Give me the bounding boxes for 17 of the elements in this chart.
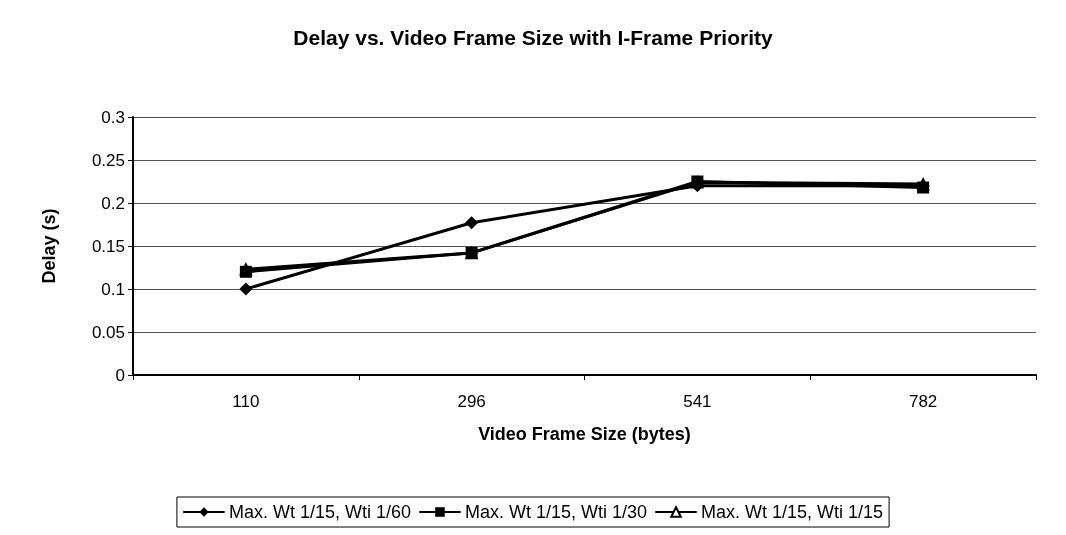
y-tick-label: 0.15 — [91, 236, 125, 256]
chart-title: Delay vs. Video Frame Size with I-Frame Priority — [293, 26, 773, 49]
y-tick-label: 0.2 — [101, 193, 125, 213]
x-tick-label: 296 — [457, 392, 486, 411]
y-tick-label: 0.25 — [91, 150, 125, 170]
y-tick-label: 0.3 — [101, 107, 125, 127]
x-tick-label: 782 — [908, 392, 938, 411]
legend-label: Max. Wt 1/15, Wti 1/30 — [464, 502, 648, 522]
x-axis-title: Video Frame Size (bytes) — [478, 424, 691, 444]
y-tick-label: 0.05 — [91, 322, 125, 342]
legend-label: Max. Wt 1/15, Wti 1/15 — [701, 502, 884, 522]
y-tick-label: 0.1 — [101, 279, 125, 299]
y-axis-title: Delay (s) — [39, 208, 59, 284]
x-tick-label: 110 — [232, 392, 260, 411]
y-tick-label: 0 — [115, 365, 125, 385]
x-tick-label: 541 — [683, 392, 712, 411]
legend-label: Max. Wt 1/15, Wti 1/60 — [228, 502, 411, 522]
